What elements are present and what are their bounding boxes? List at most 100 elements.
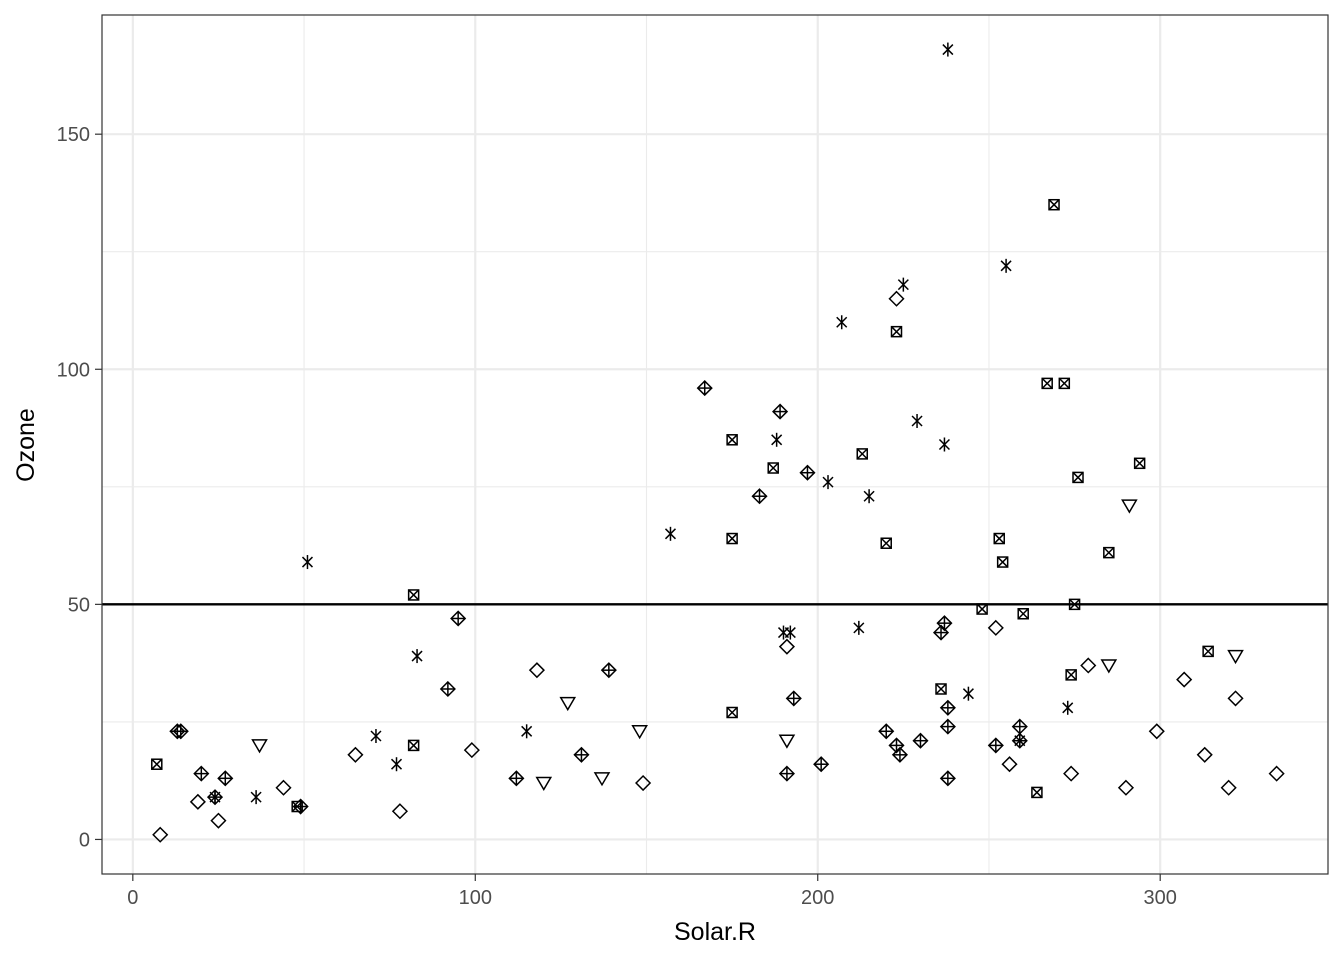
- data-point-diamond-plus: [987, 737, 1004, 754]
- y-tick-label: 50: [68, 594, 90, 616]
- x-tick-label: 0: [127, 887, 138, 909]
- data-point-diamond: [987, 619, 1004, 636]
- data-point-diamond-plus: [193, 765, 210, 782]
- data-point-asterisk: [853, 620, 865, 635]
- data-point-diamond: [635, 774, 652, 792]
- data-point-square-x: [726, 434, 738, 446]
- data-point-asterisk: [521, 724, 533, 739]
- data-point-square-x: [1065, 669, 1077, 681]
- data-point-diamond-plus: [696, 380, 713, 397]
- data-point-triangle-down: [593, 772, 611, 787]
- data-point-asterisk: [911, 413, 923, 428]
- x-axis-title: Solar.R: [674, 918, 756, 946]
- data-point-diamond: [391, 803, 408, 820]
- data-point-asterisk: [370, 729, 382, 744]
- data-point-triangle-down: [778, 734, 796, 749]
- data-point-square-x: [407, 589, 420, 601]
- data-point-diamond: [347, 746, 364, 763]
- data-point-square-x: [856, 448, 869, 460]
- data-point-asterisk: [1014, 733, 1026, 748]
- data-point-square-x: [890, 325, 903, 338]
- data-point-square-x: [726, 706, 738, 719]
- data-point-square-x: [726, 532, 738, 545]
- data-point-asterisk: [836, 315, 848, 330]
- data-point-triangle-down: [631, 725, 648, 740]
- data-point-diamond-plus: [939, 718, 956, 735]
- data-point-square-x: [1031, 786, 1043, 799]
- x-tick-label: 100: [459, 887, 492, 909]
- data-point-diamond-plus: [600, 662, 617, 679]
- x-tick-label: 300: [1144, 887, 1177, 909]
- data-point-diamond-plus: [912, 732, 929, 749]
- data-point-diamond-plus: [813, 756, 830, 773]
- data-point-diamond-plus: [217, 770, 234, 787]
- data-point-diamond-plus: [878, 723, 895, 740]
- data-point-diamond: [1268, 765, 1285, 782]
- data-points: [151, 42, 1285, 843]
- data-point-square-x: [291, 800, 303, 813]
- data-point-square-x: [407, 739, 420, 752]
- data-point-diamond: [1001, 756, 1018, 773]
- x-tick-label: 200: [801, 887, 834, 909]
- data-point-triangle-down: [251, 739, 268, 754]
- data-point-square-x: [151, 758, 163, 770]
- plot-panel-border: [101, 14, 1329, 875]
- data-point-asterisk: [390, 757, 403, 772]
- data-point-asterisk: [250, 790, 262, 805]
- data-point-asterisk: [1000, 258, 1012, 273]
- data-point-diamond-plus: [939, 770, 956, 787]
- data-point-diamond: [1176, 671, 1193, 688]
- data-point-diamond-plus: [772, 403, 789, 420]
- data-point-diamond-plus: [172, 723, 189, 740]
- data-point-asterisk: [863, 489, 875, 504]
- data-point-square-x: [880, 537, 892, 549]
- data-point-square-x: [767, 462, 779, 474]
- data-point-diamond-plus: [785, 690, 802, 707]
- data-point-diamond-plus: [891, 746, 908, 763]
- data-point-asterisk: [784, 625, 796, 640]
- data-point-square-x: [993, 532, 1005, 545]
- data-point-diamond-plus: [939, 699, 956, 716]
- data-point-diamond: [189, 793, 206, 810]
- data-point-diamond-plus: [799, 464, 816, 481]
- data-point-asterisk: [301, 555, 314, 570]
- data-point-square-x: [1072, 471, 1084, 484]
- data-point-triangle-down: [559, 696, 577, 712]
- data-point-diamond: [463, 742, 480, 759]
- data-point-diamond: [778, 638, 795, 655]
- data-point-diamond-plus: [888, 737, 905, 754]
- data-point-diamond: [1196, 746, 1213, 763]
- data-point-diamond-plus: [450, 610, 467, 627]
- data-point-square-x: [1202, 645, 1214, 658]
- data-point-diamond: [1063, 765, 1080, 782]
- data-point-square-x: [1133, 457, 1146, 470]
- data-point-square-x: [1041, 377, 1053, 390]
- data-point-diamond-plus: [936, 615, 953, 632]
- data-point-square-x: [996, 556, 1009, 568]
- data-point-asterisk: [822, 475, 834, 490]
- y-tick-label: 100: [57, 359, 90, 381]
- data-point-triangle-down: [1100, 659, 1118, 674]
- y-tick-label: 150: [57, 124, 90, 146]
- x-axis: 0 100 200 300: [127, 874, 1177, 909]
- data-point-asterisk: [938, 437, 950, 452]
- data-point-asterisk: [897, 277, 909, 292]
- data-point-diamond-plus: [439, 680, 456, 698]
- data-point-square-x: [1103, 546, 1115, 559]
- data-point-diamond: [1220, 779, 1237, 796]
- data-point-asterisk: [771, 432, 783, 447]
- data-point-triangle-down: [1121, 499, 1138, 514]
- data-point-asterisk: [942, 42, 954, 57]
- y-axis: 0 50 100 150: [57, 124, 102, 851]
- data-point-triangle-down: [1227, 649, 1244, 665]
- data-point-diamond-plus: [778, 765, 795, 782]
- data-point-diamond: [152, 826, 169, 843]
- data-point-diamond: [528, 662, 545, 679]
- data-point-diamond-plus: [508, 770, 525, 787]
- y-axis-title: Ozone: [12, 408, 40, 482]
- data-point-square-x: [935, 683, 947, 695]
- data-point-diamond: [1117, 779, 1135, 796]
- data-point-square-x: [1017, 608, 1029, 620]
- data-point-diamond: [1227, 690, 1244, 707]
